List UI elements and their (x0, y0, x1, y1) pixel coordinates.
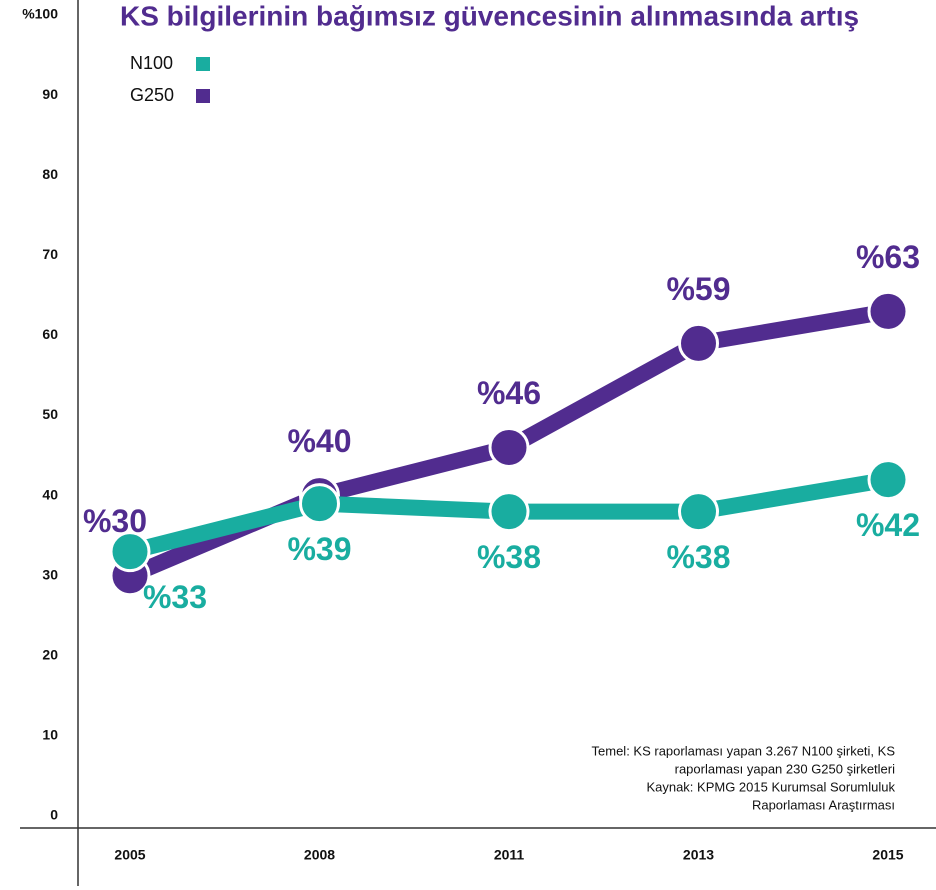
y-tick-label: 10 (42, 727, 58, 743)
y-tick-label: 30 (42, 566, 58, 582)
note-line: raporlaması yapan 230 G250 şirketleri (675, 761, 896, 776)
data-point (299, 483, 340, 525)
data-label: %38 (666, 539, 730, 575)
legend-swatch (196, 89, 210, 103)
y-tick-label: 50 (42, 406, 58, 422)
data-point (109, 531, 151, 573)
data-label: %30 (83, 503, 147, 539)
x-tick-label: 2008 (304, 847, 335, 863)
data-label: %33 (143, 579, 207, 615)
legend-swatch (196, 57, 210, 71)
chart-title: KS bilgilerinin bağımsız güvencesinin al… (120, 0, 859, 31)
note-line: Kaynak: KPMG 2015 Kurumsal Sorumluluk (646, 779, 895, 794)
y-tick-label: %100 (22, 6, 58, 22)
y-tick-label: 90 (42, 86, 58, 102)
data-label: %59 (666, 271, 730, 307)
data-point (678, 491, 719, 533)
data-label: %38 (477, 539, 541, 575)
y-tick-label: 80 (42, 166, 58, 182)
x-tick-label: 2013 (683, 847, 714, 863)
x-tick-label: 2015 (872, 847, 903, 863)
data-point (867, 290, 909, 332)
y-tick-label: 70 (42, 246, 58, 262)
note-line: Temel: KS raporlaması yapan 3.267 N100 ş… (592, 743, 896, 758)
data-point (488, 491, 530, 533)
y-tick-label: 20 (42, 647, 58, 663)
data-label: %40 (287, 423, 351, 459)
y-tick-label: 40 (42, 486, 58, 502)
data-point (488, 427, 530, 469)
data-point (867, 459, 909, 501)
data-label: %42 (856, 507, 920, 543)
y-tick-label: 60 (42, 326, 58, 342)
note-line: Raporlaması Araştırması (752, 797, 895, 812)
data-point (678, 322, 719, 364)
x-tick-label: 2005 (114, 847, 145, 863)
data-label: %63 (856, 239, 920, 275)
legend-label: N100 (130, 53, 173, 73)
y-tick-label: 0 (50, 807, 58, 823)
x-tick-label: 2011 (494, 847, 525, 863)
legend-label: G250 (130, 85, 174, 105)
data-label: %46 (477, 375, 541, 411)
data-label: %39 (287, 531, 351, 567)
